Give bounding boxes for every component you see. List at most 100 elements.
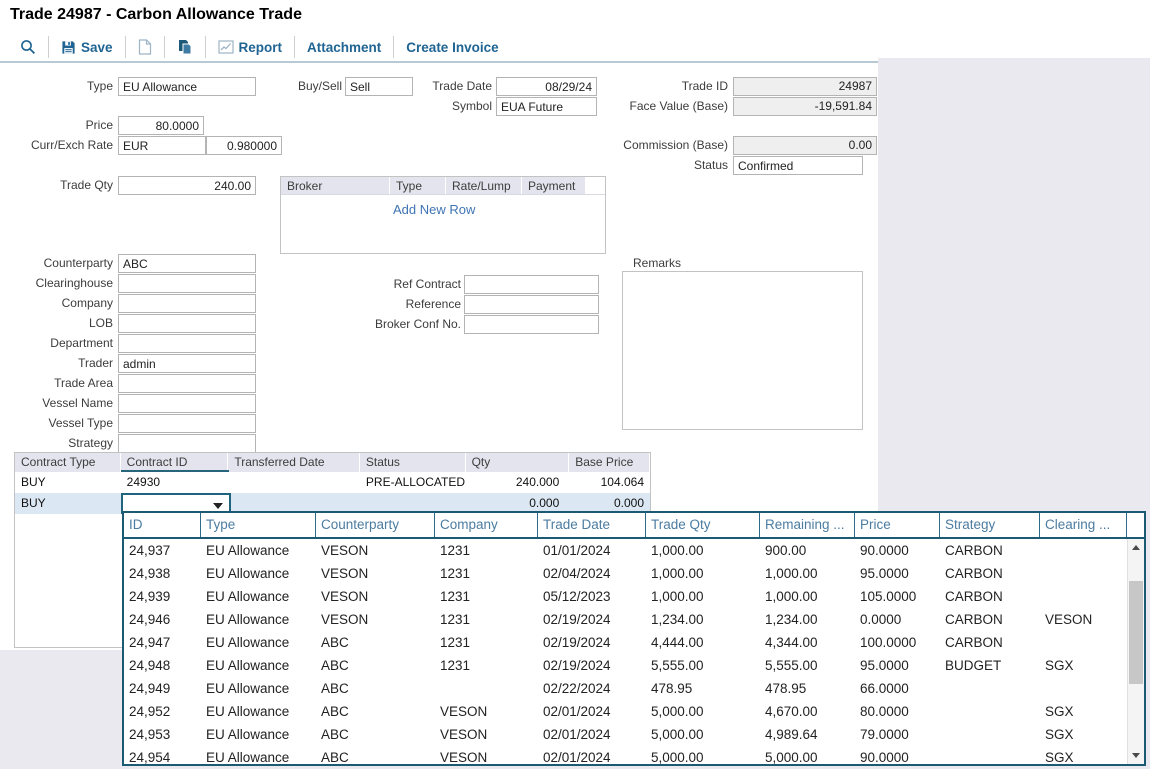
dropdown-cell: VESON (321, 543, 369, 558)
trade-date-field[interactable] (496, 77, 597, 96)
vessel-type-field[interactable] (118, 414, 256, 433)
dropdown-row[interactable]: 24,952 EU Allowance ABC VESON 02/01/2024 5,00… (124, 700, 1144, 723)
lob-label: LOB (88, 316, 113, 330)
dropdown-cell: 90.0000 (860, 543, 909, 558)
dropdown-cell: 0.0000 (860, 612, 902, 627)
scroll-up-arrow[interactable] (1128, 539, 1144, 556)
dropdown-row[interactable]: 24,953 EU Allowance ABC VESON 02/01/2024 5,00… (124, 723, 1144, 746)
clearing-col-header: Clearing ... (1040, 513, 1127, 537)
scroll-down-arrow[interactable] (1128, 747, 1144, 764)
company-field[interactable] (118, 294, 256, 313)
broker-conf-no-field[interactable] (464, 315, 599, 334)
contract-row-selected[interactable]: BUY 0.000 0.000 (15, 493, 650, 514)
search-button[interactable] (10, 35, 46, 59)
ref-contract-field[interactable] (464, 275, 599, 294)
report-button[interactable]: Report (208, 35, 293, 59)
chart-icon (217, 39, 234, 55)
transferred-date-col-header[interactable]: Transferred Date (228, 453, 360, 472)
vessel-name-field[interactable] (118, 394, 256, 413)
dropdown-cell: ABC (321, 681, 349, 696)
exch-rate-field[interactable] (206, 136, 282, 155)
cell-qty: 0.000 (529, 496, 560, 510)
dropdown-cell: SGX (1045, 658, 1074, 673)
dropdown-cell: EU Allowance (206, 750, 290, 765)
trader-field[interactable] (118, 354, 256, 373)
save-button[interactable]: Save (51, 35, 123, 59)
reference-label: Reference (405, 297, 461, 311)
page-title: Trade 24987 - Carbon Allowance Trade (10, 6, 302, 23)
trade-date-col-header: Trade Date (538, 513, 646, 537)
type-field[interactable] (118, 77, 256, 96)
company-label: Company (61, 296, 113, 310)
dropdown-cell: ABC (321, 727, 349, 742)
status-label: Status (693, 158, 728, 172)
contract-id-col-header[interactable]: Contract ID (120, 453, 229, 472)
dropdown-cell: 24,952 (129, 704, 171, 719)
remarks-textarea[interactable] (622, 271, 863, 430)
add-new-row-link[interactable]: Add New Row (393, 202, 476, 217)
currency-field[interactable] (118, 136, 206, 155)
trade-qty-field[interactable] (118, 176, 256, 195)
dropdown-cell: 24,946 (129, 612, 171, 627)
dropdown-cell: VESON (321, 589, 369, 604)
strategy-field[interactable] (118, 434, 256, 453)
trade-date-label: Trade Date (432, 79, 492, 93)
status-field[interactable] (733, 156, 863, 175)
remarks-label: Remarks (633, 256, 682, 270)
clearinghouse-field[interactable] (118, 274, 256, 293)
dropdown-cell: 02/19/2024 (543, 635, 611, 650)
cell-contract-type: BUY (21, 475, 46, 489)
strategy-label: Strategy (68, 436, 113, 450)
blank-document-icon (138, 39, 152, 55)
symbol-field[interactable] (496, 97, 597, 116)
price-field[interactable] (118, 116, 204, 135)
dropdown-row[interactable]: 24,949 EU Allowance ABC 02/22/2024 478.95 478… (124, 677, 1144, 700)
dropdown-row[interactable]: 24,946 EU Allowance VESON 1231 02/19/2024 1,2… (124, 608, 1144, 631)
department-field[interactable] (118, 334, 256, 353)
status-col-header[interactable]: Status (359, 453, 466, 472)
report-label: Report (238, 39, 283, 55)
toolbar-separator (204, 36, 206, 58)
dropdown-row[interactable]: 24,954 EU Allowance ABC VESON 02/01/2024 5,00… (124, 746, 1144, 765)
dropdown-row[interactable]: 24,938 EU Allowance VESON 1231 02/04/2024 1,0… (124, 562, 1144, 585)
lob-field[interactable] (118, 314, 256, 333)
reference-field[interactable] (464, 295, 599, 314)
dropdown-cell: SGX (1045, 704, 1074, 719)
cell-qty: 240.000 (515, 475, 560, 489)
dropdown-cell: 24,953 (129, 727, 171, 742)
dropdown-cell: 24,949 (129, 681, 171, 696)
dropdown-cell: 1231 (440, 543, 471, 558)
base-price-col-header[interactable]: Base Price (569, 453, 650, 472)
dropdown-cell: 95.0000 (860, 658, 909, 673)
qty-col-header[interactable]: Qty (465, 453, 570, 472)
contract-row[interactable]: BUY 24930 PRE-ALLOCATED 240.000 104.064 (15, 472, 650, 493)
symbol-label: Symbol (451, 99, 492, 113)
dropdown-cell: 24,947 (129, 635, 171, 650)
dropdown-cell: VESON (321, 566, 369, 581)
copy-button[interactable] (167, 35, 203, 59)
dropdown-cell: BUDGET (945, 658, 1002, 673)
dropdown-cell: 05/12/2023 (543, 589, 611, 604)
contract-picker-dropdown: ID Type Counterparty Company Trade Date … (122, 511, 1146, 766)
id-col-header: ID (124, 513, 201, 537)
dropdown-cell: 24,937 (129, 543, 171, 558)
counterparty-field[interactable] (118, 254, 256, 273)
dropdown-row[interactable]: 24,939 EU Allowance VESON 1231 05/12/2023 1,0… (124, 585, 1144, 608)
dropdown-cell: 4,444.00 (651, 635, 704, 650)
contract-type-col-header[interactable]: Contract Type (15, 453, 121, 472)
buy-sell-field[interactable] (345, 77, 413, 96)
scrollbar-thumb[interactable] (1129, 581, 1143, 684)
dropdown-cell: 79.0000 (860, 727, 909, 742)
dropdown-cell: CARBON (945, 589, 1003, 604)
dropdown-cell: 1,234.00 (765, 612, 818, 627)
dropdown-cell: 4,989.64 (765, 727, 818, 742)
new-document-button[interactable] (128, 35, 162, 59)
trade-area-field[interactable] (118, 374, 256, 393)
dropdown-row[interactable]: 24,937 EU Allowance VESON 1231 01/01/2024 1,0… (124, 539, 1144, 562)
trade-qty-label: Trade Qty (60, 178, 113, 192)
attachment-button[interactable]: Attachment (297, 35, 391, 59)
create-invoice-button[interactable]: Create Invoice (396, 35, 508, 59)
dropdown-row[interactable]: 24,947 EU Allowance ABC 1231 02/19/2024 4,444… (124, 631, 1144, 654)
dropdown-row[interactable]: 24,948 EU Allowance ABC 1231 02/19/2024 5,555… (124, 654, 1144, 677)
toolbar: Save Report Attachment Create Invoice (10, 34, 509, 60)
